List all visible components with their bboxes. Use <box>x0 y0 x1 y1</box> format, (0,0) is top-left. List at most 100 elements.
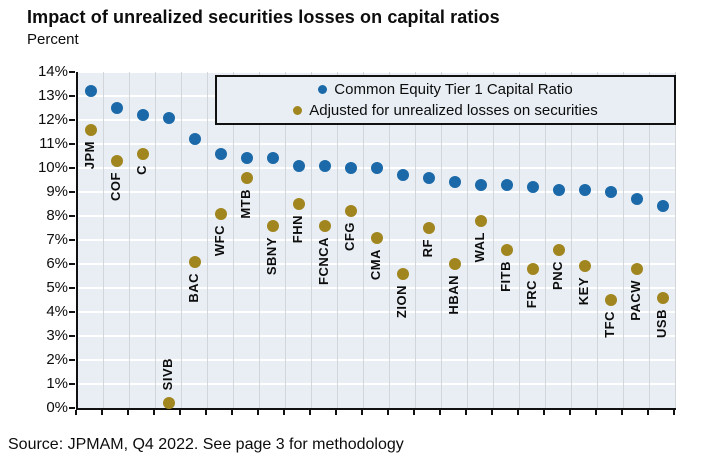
data-point-cet1 <box>267 152 279 165</box>
data-point-adjusted <box>371 231 383 244</box>
plot-area: JPM COF C SIVB BAC WFC MTB SBNY FHN FCNCA CFG CMA ZI… <box>76 71 676 410</box>
ticker-label: FHN <box>290 215 305 244</box>
data-point-cet1 <box>449 176 461 189</box>
x-tick-mark <box>335 410 337 415</box>
y-tick-mark <box>69 119 75 121</box>
v-gridline <box>285 72 286 408</box>
v-gridline <box>311 72 312 408</box>
ticker-label: USB <box>654 308 669 338</box>
x-tick-mark <box>101 410 103 415</box>
y-tick-mark <box>69 383 75 385</box>
h-gridline <box>78 335 676 337</box>
v-gridline <box>207 72 208 408</box>
v-gridline <box>103 72 104 408</box>
h-gridline <box>78 359 676 361</box>
data-point-cet1 <box>189 133 201 146</box>
v-gridline <box>233 72 234 408</box>
data-point-cet1 <box>163 111 175 124</box>
x-tick-mark <box>491 410 493 415</box>
v-gridline <box>415 72 416 408</box>
ticker-label: FITB <box>498 260 513 292</box>
y-tick-mark <box>69 191 75 193</box>
v-gridline <box>675 72 676 408</box>
data-point-cet1 <box>501 178 513 191</box>
chart-title: Impact of unrealized securities losses o… <box>27 7 500 27</box>
ticker-label: PNC <box>550 260 565 290</box>
y-tick-label: 5% <box>46 279 68 296</box>
h-gridline <box>78 191 676 193</box>
y-tick-mark <box>69 407 75 409</box>
x-tick-mark <box>673 410 675 415</box>
data-point-cet1 <box>319 159 331 172</box>
data-point-cet1 <box>137 109 149 122</box>
x-tick-mark <box>569 410 571 415</box>
axis-unit-label: Percent <box>27 31 79 48</box>
v-gridline <box>441 72 442 408</box>
y-tick-mark <box>69 143 75 145</box>
data-point-adjusted <box>527 262 539 275</box>
data-point-adjusted <box>85 123 97 136</box>
y-tick-mark <box>69 215 75 217</box>
data-point-adjusted <box>137 147 149 160</box>
data-point-adjusted <box>397 267 409 280</box>
v-gridline <box>363 72 364 408</box>
data-point-cet1 <box>215 147 227 160</box>
v-gridline <box>155 72 156 408</box>
data-point-cet1 <box>397 169 409 182</box>
data-point-cet1 <box>527 181 539 194</box>
h-gridline <box>78 311 676 313</box>
v-gridline <box>649 72 650 408</box>
h-gridline <box>78 71 676 73</box>
ticker-label: RF <box>420 239 435 258</box>
x-tick-mark <box>127 410 129 415</box>
data-point-adjusted <box>345 205 357 218</box>
data-point-adjusted <box>553 243 565 256</box>
ticker-label: MTB <box>238 188 253 219</box>
h-gridline <box>78 143 676 145</box>
data-point-cet1 <box>631 193 643 206</box>
ticker-label: HBAN <box>446 275 461 315</box>
data-point-adjusted <box>631 262 643 275</box>
data-point-adjusted <box>215 207 227 220</box>
data-point-adjusted <box>605 294 617 306</box>
y-tick-mark <box>69 311 75 313</box>
ticker-label: JPM <box>82 140 97 169</box>
v-gridline <box>623 72 624 408</box>
ticker-label: CMA <box>368 248 383 280</box>
y-tick-mark <box>69 239 75 241</box>
data-point-cet1 <box>345 162 357 174</box>
y-tick-label: 1% <box>46 375 68 392</box>
x-tick-mark <box>153 410 155 415</box>
y-tick-label: 13% <box>37 87 68 104</box>
y-tick-label: 10% <box>37 159 68 176</box>
ticker-label: C <box>134 164 149 175</box>
ticker-label: CFG <box>342 222 357 252</box>
v-gridline <box>597 72 598 408</box>
data-point-adjusted <box>319 219 331 232</box>
x-tick-mark <box>179 410 181 415</box>
data-point-cet1 <box>423 171 435 184</box>
x-tick-mark <box>387 410 389 415</box>
h-gridline <box>78 215 676 217</box>
y-tick-label: 14% <box>37 63 68 80</box>
x-tick-mark <box>595 410 597 415</box>
x-tick-mark <box>257 410 259 415</box>
ticker-label: COF <box>108 171 123 201</box>
ticker-label: SBNY <box>264 236 279 275</box>
data-point-adjusted <box>241 171 253 184</box>
y-tick-label: 0% <box>46 399 68 416</box>
v-gridline <box>337 72 338 408</box>
x-tick-mark <box>309 410 311 415</box>
v-gridline <box>493 72 494 408</box>
y-tick-label: 2% <box>46 351 68 368</box>
legend-label: Common Equity Tier 1 Capital Ratio <box>334 81 573 98</box>
data-point-cet1 <box>85 85 97 98</box>
y-tick-label: 12% <box>37 111 68 128</box>
data-point-cet1 <box>657 200 669 213</box>
y-tick-mark <box>69 359 75 361</box>
source-note: Source: JPMAM, Q4 2022. See page 3 for m… <box>8 436 404 453</box>
x-tick-mark <box>647 410 649 415</box>
data-point-adjusted <box>501 243 513 256</box>
y-tick-label: 8% <box>46 207 68 224</box>
y-tick-mark <box>69 287 75 289</box>
